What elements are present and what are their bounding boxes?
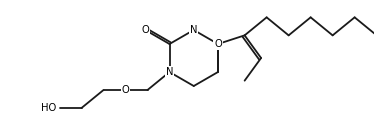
- Text: O: O: [122, 85, 129, 95]
- Text: O: O: [141, 25, 149, 35]
- Text: HO: HO: [41, 103, 56, 113]
- Text: N: N: [190, 25, 197, 35]
- Text: O: O: [214, 39, 222, 49]
- Text: N: N: [166, 67, 173, 77]
